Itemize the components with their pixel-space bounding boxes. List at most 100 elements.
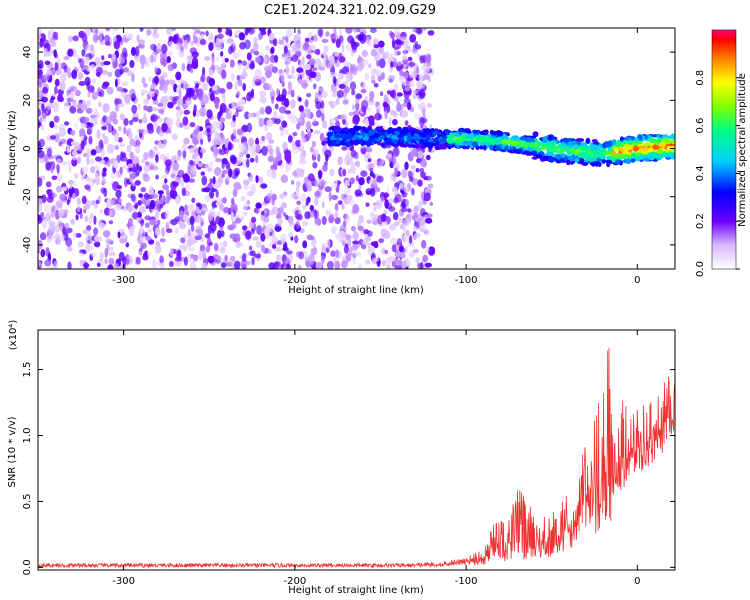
spectrogram-cell xyxy=(234,110,239,118)
spectrogram-cell xyxy=(54,133,60,143)
spectrogram-cell xyxy=(228,256,236,266)
spectrogram-cell xyxy=(321,216,327,225)
spectrogram-cell xyxy=(412,249,420,254)
spectrogram-cell xyxy=(271,193,277,201)
spectrogram-cell xyxy=(317,153,321,162)
spectrogram-cell xyxy=(217,175,222,182)
spectrogram-cell xyxy=(355,93,363,100)
spectrogram-cell xyxy=(321,90,328,99)
spectrogram-cell xyxy=(401,129,408,136)
spectrogram-cell xyxy=(291,146,299,154)
spectrogram-cell xyxy=(330,182,338,189)
spectrogram-cell xyxy=(86,99,91,107)
spectrogram-cell xyxy=(319,132,325,142)
spectrogram-cell xyxy=(164,195,171,204)
spectrogram-cell xyxy=(141,77,146,84)
spectrogram-cell xyxy=(141,199,147,205)
spectrogram-cell xyxy=(51,68,56,76)
spectrogram-cell xyxy=(236,128,243,136)
spectrogram-cell xyxy=(246,158,250,168)
spectrogram-cell xyxy=(388,128,393,133)
spectrogram-cell xyxy=(514,149,520,154)
spectrogram-cell xyxy=(162,174,167,180)
spectrogram-cell xyxy=(171,133,178,141)
spectrogram-cell xyxy=(210,222,217,232)
spectrogram-cell xyxy=(211,201,216,209)
spectrogram-cell xyxy=(358,177,365,186)
spectrogram-cell xyxy=(138,251,142,256)
spectrogram-cell xyxy=(295,139,302,148)
spectrogram-cell xyxy=(143,112,147,120)
y-tick-label: 0.0 xyxy=(22,559,33,575)
spectrogram-cell xyxy=(526,151,531,156)
spectrogram-cell xyxy=(126,159,133,164)
spectrogram-cell xyxy=(189,215,195,226)
spectrogram-cell xyxy=(154,244,162,254)
spectrogram-cell xyxy=(296,67,304,73)
spectrogram-cell xyxy=(310,66,317,72)
spectrogram-cell xyxy=(274,223,282,233)
spectrogram-cell xyxy=(65,237,73,247)
spectrogram-cell xyxy=(342,168,347,177)
colorbar-tick-label: 0.2 xyxy=(695,213,706,229)
spectrogram-cell xyxy=(130,193,136,202)
spectrogram-cell xyxy=(187,203,195,214)
spectrogram-cell xyxy=(415,257,420,264)
spectrogram-cell xyxy=(271,206,279,214)
spectrogram-cell xyxy=(289,99,296,109)
spectrogram-cell xyxy=(81,32,88,43)
spectrogram-cell xyxy=(357,225,364,232)
spectrogram-cell xyxy=(364,117,369,127)
spectrogram-cell xyxy=(345,43,353,52)
spectrogram-cell xyxy=(274,103,279,110)
spectrogram-cell xyxy=(149,199,156,210)
spectrogram-cell xyxy=(140,242,147,249)
spectrogram-cell xyxy=(56,158,62,164)
spectrogram-cell xyxy=(345,214,350,225)
spectrogram-cell xyxy=(208,42,214,52)
spectrogram-cell xyxy=(375,126,381,131)
spectrogram-cell xyxy=(424,141,432,147)
spectrogram-cell xyxy=(252,236,260,241)
spectrogram-cell xyxy=(54,62,59,71)
spectrogram-cell xyxy=(627,139,634,145)
spectrogram-cell xyxy=(231,197,235,205)
spectrogram-cell xyxy=(202,67,206,76)
spectrogram-cell xyxy=(125,34,130,39)
spectrogram-cell xyxy=(393,50,398,57)
spectrogram-cell xyxy=(560,147,566,153)
spectrogram-cell xyxy=(238,32,246,41)
spectrogram-cell xyxy=(636,155,642,159)
spectrogram-cell xyxy=(71,69,78,80)
spectrogram-cell xyxy=(404,161,409,170)
spectrogram-cell xyxy=(113,160,119,169)
spectrogram-cell xyxy=(550,140,557,146)
spectrogram-cell xyxy=(102,103,110,113)
spectrogram-cell xyxy=(558,158,566,163)
spectrogram-cell xyxy=(85,107,93,114)
spectrogram-cell xyxy=(172,96,178,105)
spectrogram-cell xyxy=(326,260,334,269)
spectrogram-cell xyxy=(89,122,94,128)
spectrogram-cell xyxy=(219,246,226,254)
spectrogram-cell xyxy=(325,209,332,216)
spectrogram-cell xyxy=(598,154,607,159)
spectrogram-cell xyxy=(39,38,44,48)
spectrogram-cell xyxy=(310,248,314,256)
spectrogram-cell xyxy=(375,112,379,121)
spectrogram-cell xyxy=(204,195,211,203)
spectrogram-cell xyxy=(367,158,372,163)
spectrogram-cell xyxy=(407,208,412,213)
spectrogram-cell xyxy=(183,137,190,145)
spectrogram-cell xyxy=(306,196,311,203)
spectrogram-cell xyxy=(246,153,251,159)
spectrogram-cell xyxy=(415,168,420,173)
spectrogram-cell xyxy=(184,184,191,191)
spectrogram-cell xyxy=(318,87,325,92)
spectrogram-cell xyxy=(291,74,297,79)
spectrogram-cell xyxy=(93,241,101,248)
spectrogram-cell xyxy=(192,31,196,42)
spectrogram-cell xyxy=(271,96,275,104)
